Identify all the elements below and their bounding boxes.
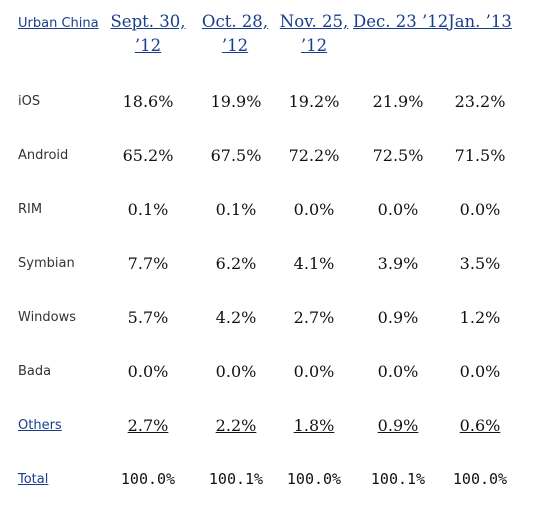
table-cell: 2.7%: [293, 308, 335, 327]
table-cell: 0.0%: [293, 200, 335, 219]
table-cell: 67.5%: [210, 146, 262, 165]
column-header-sept[interactable]: Sept. 30, ’12: [110, 12, 186, 55]
table-cell: 0.1%: [215, 200, 257, 219]
table-cell: 65.2%: [122, 146, 174, 165]
table-cell: 72.5%: [372, 146, 424, 165]
table-cell: 18.6%: [122, 92, 174, 111]
table-cell[interactable]: 2.7%: [127, 416, 169, 435]
table-cell: 0.0%: [293, 362, 335, 381]
table-cell: 0.0%: [377, 200, 419, 219]
table-cell: 4.2%: [215, 308, 257, 327]
table-cell: 0.1%: [127, 200, 169, 219]
table-cell: 1.2%: [459, 308, 501, 327]
table-cell[interactable]: 0.9%: [377, 416, 419, 435]
column-header-nov[interactable]: Nov. 25, ’12: [279, 12, 349, 55]
row-label-symbian: Symbian: [18, 256, 75, 271]
table-cell: 100.1%: [370, 470, 426, 488]
table-cell: 0.0%: [377, 362, 419, 381]
table-cell: 100.0%: [120, 470, 176, 488]
table-cell: 19.9%: [210, 92, 262, 111]
column-header-dec[interactable]: Dec. 23 ’12: [353, 12, 449, 31]
row-label-others[interactable]: Others: [18, 418, 62, 433]
row-label-bada: Bada: [18, 364, 52, 379]
table-cell: 71.5%: [454, 146, 506, 165]
row-label-ios: iOS: [18, 94, 41, 109]
row-label-total[interactable]: Total: [18, 472, 49, 487]
table-cell: 3.9%: [377, 254, 419, 273]
table-cell: 19.2%: [288, 92, 340, 111]
table-cell: 6.2%: [215, 254, 257, 273]
table-cell[interactable]: 1.8%: [293, 416, 335, 435]
row-label-rim: RIM: [18, 202, 43, 217]
table-cell: 0.0%: [127, 362, 169, 381]
table-corner-link[interactable]: Urban China: [18, 16, 99, 31]
table-cell: 3.5%: [459, 254, 501, 273]
table-cell: 4.1%: [293, 254, 335, 273]
column-header-oct[interactable]: Oct. 28, ’12: [201, 12, 269, 55]
row-label-windows: Windows: [18, 310, 77, 325]
table-cell: 5.7%: [127, 308, 169, 327]
table-cell: 0.0%: [215, 362, 257, 381]
table-cell: 23.2%: [454, 92, 506, 111]
table-cell: 0.9%: [377, 308, 419, 327]
table-cell: 100.0%: [286, 470, 342, 488]
row-label-android: Android: [18, 148, 69, 163]
column-header-jan[interactable]: Jan. ’13: [448, 12, 512, 31]
table-cell: 100.1%: [208, 470, 264, 488]
table-cell[interactable]: 0.6%: [459, 416, 501, 435]
table-cell[interactable]: 2.2%: [215, 416, 257, 435]
table-cell: 7.7%: [127, 254, 169, 273]
table-cell: 0.0%: [459, 200, 501, 219]
table-cell: 21.9%: [372, 92, 424, 111]
table-cell: 72.2%: [288, 146, 340, 165]
table-cell: 100.0%: [452, 470, 508, 488]
table-cell: 0.0%: [459, 362, 501, 381]
